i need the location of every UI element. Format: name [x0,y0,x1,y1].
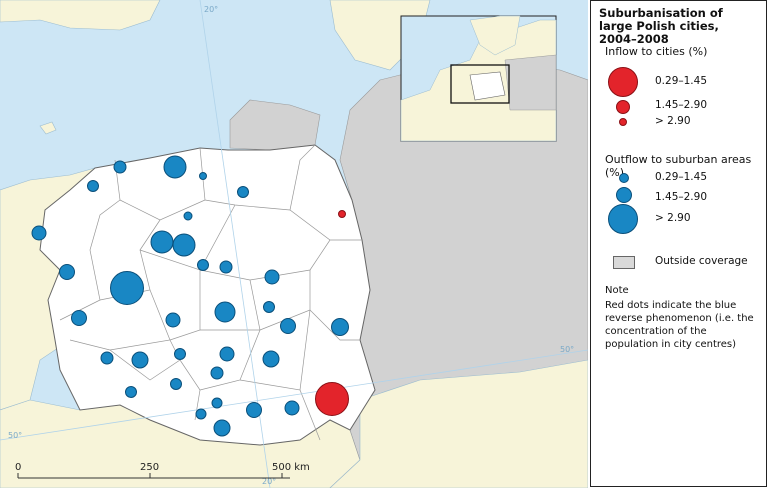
outside-coverage-swatch [613,256,635,269]
land-scandinavia [0,0,161,31]
poland-territory [39,144,376,446]
city-circle [71,310,87,326]
city-circle [214,301,236,323]
legend-panel: Suburbanisation of large Polish cities, … [590,0,767,487]
city-circle-inflow [338,210,346,218]
city-circle [150,230,174,254]
city-circle [110,271,144,305]
city-circle [174,348,186,360]
graticule-label-top: 20° [204,5,218,14]
outflow-class-3: > 2.90 [655,212,691,224]
outflow-class-1: 0.29–1.45 [655,171,708,183]
city-circle [170,378,182,390]
city-circle [211,397,223,409]
legend-title: Suburbanisation of large Polish cities, … [599,6,723,46]
graticule-label-bottom: 20° [262,477,276,486]
inflow-symbol-large [608,67,638,97]
city-circle [183,211,193,221]
inflow-symbol-medium [616,100,630,114]
city-circle-inflow [315,382,349,416]
poland-map: 20° 50° 50° 20° [0,0,588,488]
city-circle [237,186,249,198]
city-circle [125,386,137,398]
city-circle [280,318,296,334]
city-circle [31,225,47,241]
city-circle [219,260,233,274]
graticule-label-left: 50° [8,431,22,440]
graticule-label-right: 50° [560,345,574,354]
scale-bar: 0 250 500 km [15,462,310,479]
scale-label-500: 500 km [272,462,310,473]
city-circle [246,402,262,418]
inflow-class-1: 0.29–1.45 [655,75,708,87]
outflow-class-2: 1.45–2.90 [655,191,708,203]
city-circle [210,366,224,380]
city-circle [195,408,207,420]
city-circle [87,180,99,192]
city-circle [131,351,149,369]
land-ukraine [329,359,588,488]
outflow-symbol-medium [616,187,632,203]
city-circle [163,155,187,179]
scale-label-0: 0 [15,462,21,473]
city-circle [197,259,209,271]
city-circle [165,312,181,328]
note-text: Red dots indicate the blue reverse pheno… [605,300,754,350]
city-circle [100,351,114,365]
inflow-class-2: 1.45–2.90 [655,99,708,111]
city-circle [113,160,127,174]
city-circle [331,318,349,336]
land-island [39,121,57,135]
inflow-heading: Inflow to cities (%) [605,45,708,58]
city-circle [263,301,275,313]
city-circle [219,346,235,362]
city-circle [172,233,196,257]
city-circle [264,269,280,285]
city-circles [31,155,349,437]
city-circle [213,419,231,437]
city-circle [199,172,207,180]
inflow-class-3: > 2.90 [655,115,691,127]
note-heading: Note [605,285,629,296]
city-circle [262,350,280,368]
inset-focus-frame [450,64,510,104]
outflow-symbol-small [619,173,629,183]
outside-coverage-label: Outside coverage [655,255,748,267]
inset-europe-map [400,15,557,142]
city-circle [59,264,75,280]
city-circle [284,400,300,416]
inflow-symbol-small [619,118,627,126]
scale-label-250: 250 [140,462,159,473]
outflow-symbol-large [608,204,638,234]
land-russia-kaliningrad [229,99,321,151]
